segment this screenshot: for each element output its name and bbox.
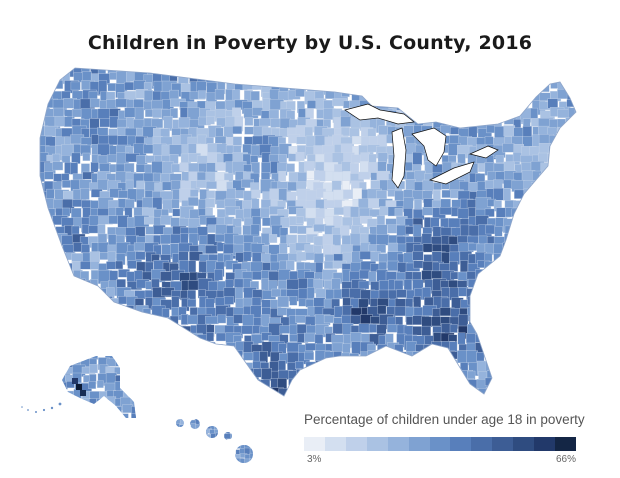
- legend-swatch: [408, 437, 430, 451]
- aleutian-islands: [21, 402, 62, 413]
- legend-swatch: [387, 437, 409, 451]
- alaska-boroughs: [62, 356, 136, 418]
- legend-min-label: 3%: [307, 454, 322, 465]
- legend-swatch: [471, 437, 493, 451]
- legend-swatch: [534, 437, 556, 451]
- legend-swatch: [555, 437, 576, 451]
- legend-labels: 3% 66%: [304, 454, 576, 468]
- legend-swatch: [345, 437, 367, 451]
- legend-swatch: [304, 437, 325, 451]
- legend-swatch: [513, 437, 535, 451]
- legend-swatch: [429, 437, 451, 451]
- legend-swatch: [366, 437, 388, 451]
- legend-max-label: 66%: [555, 454, 576, 465]
- hawaii-counties: [176, 419, 253, 463]
- legend-swatch: [450, 437, 472, 451]
- legend: Percentage of children under age 18 in p…: [304, 412, 594, 468]
- legend-color-scale: [304, 437, 576, 451]
- contiguous-us-counties: [40, 68, 576, 396]
- legend-swatch: [492, 437, 514, 451]
- legend-swatch: [324, 437, 346, 451]
- map-title: Children in Poverty by U.S. County, 2016: [87, 32, 533, 54]
- great-lakes: [344, 103, 499, 189]
- legend-title: Percentage of children under age 18 in p…: [304, 412, 585, 427]
